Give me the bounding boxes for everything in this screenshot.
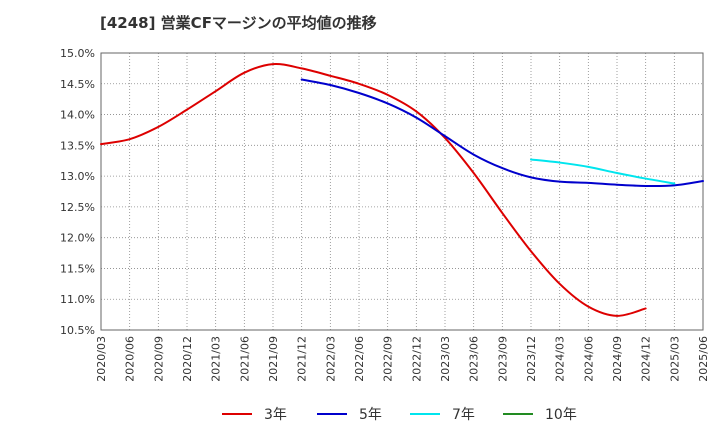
y-tick-label: 11.5% (60, 262, 95, 275)
x-tick-label: 2020/06 (124, 336, 137, 382)
series-line-3年 (100, 62, 647, 317)
x-tick-label: 2025/03 (668, 336, 681, 382)
x-tick-label: 2023/09 (496, 336, 509, 382)
x-tick-label: 2022/03 (324, 336, 337, 382)
x-tick-label: 2021/09 (267, 336, 280, 382)
x-tick-label: 2020/12 (181, 336, 194, 382)
y-tick-label: 13.0% (60, 170, 95, 183)
x-tick-label: 2024/09 (611, 336, 624, 382)
y-tick-label: 15.0% (60, 47, 95, 60)
x-tick-label: 2022/12 (410, 336, 423, 382)
x-tick-label: 2020/03 (95, 336, 108, 382)
y-tick-label: 11.0% (60, 293, 95, 306)
plot-area (101, 53, 703, 330)
x-tick-label: 2021/03 (210, 336, 223, 382)
y-tick-label: 10.5% (60, 324, 95, 337)
x-tick-label: 2024/12 (640, 336, 653, 382)
y-tick-label: 12.5% (60, 201, 95, 214)
y-tick-label: 14.5% (60, 78, 95, 91)
chart-title: [4248] 営業CFマージンの平均値の推移 (100, 14, 377, 32)
x-tick-label: 2020/09 (152, 336, 165, 382)
y-tick-label: 13.5% (60, 139, 95, 152)
x-tick-label: 2023/03 (439, 336, 452, 382)
y-tick-label: 12.0% (60, 232, 95, 245)
x-tick-label: 2024/03 (554, 336, 567, 382)
series-line-5年 (300, 78, 704, 188)
legend-label: 7年 (452, 407, 475, 423)
x-tick-label: 2022/06 (353, 336, 366, 382)
x-tick-label: 2023/12 (525, 336, 538, 382)
x-tick-label: 2021/06 (238, 336, 251, 382)
y-tick-label: 14.0% (60, 109, 95, 122)
x-tick-label: 2025/06 (697, 336, 710, 382)
legend-label: 3年 (264, 407, 287, 423)
series-line-7年 (530, 158, 676, 185)
x-tick-label: 2022/09 (382, 336, 395, 382)
x-tick-label: 2024/06 (582, 336, 595, 382)
x-tick-label: 2021/12 (296, 336, 309, 382)
plot-frame (100, 52, 704, 331)
legend-label: 5年 (359, 407, 382, 423)
legend-label: 10年 (545, 407, 577, 423)
x-tick-label: 2023/06 (468, 336, 481, 382)
